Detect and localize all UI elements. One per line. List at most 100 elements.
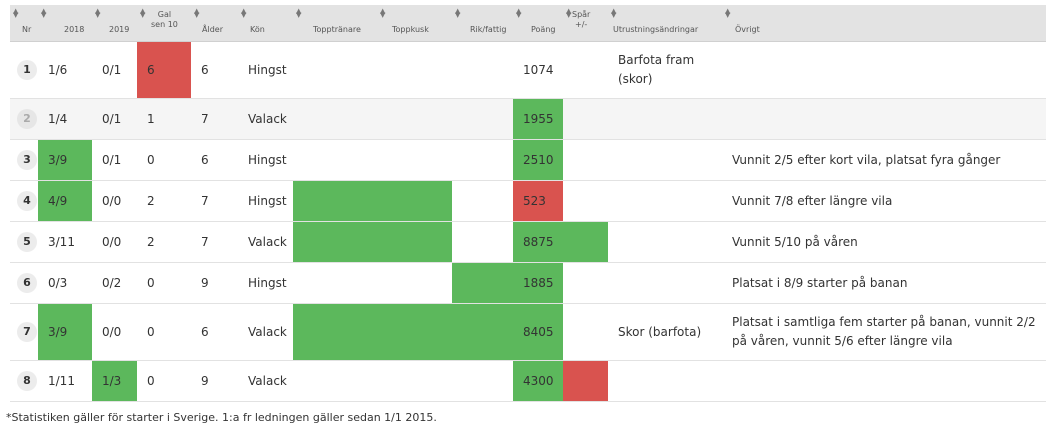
column-header-2019-label: 2019 <box>109 25 130 34</box>
column-header-spar-label: Spår <box>572 10 591 19</box>
cell-equipment-changes: Barfota fram (skor) <box>608 41 722 99</box>
sort-icon: ▲ ▼ <box>241 7 247 19</box>
cell-record-2018: 1/6 <box>38 41 92 99</box>
sort-icon: ▲ ▼ <box>380 7 386 19</box>
cell-start-number: 5 <box>10 221 38 263</box>
cell-equipment-changes <box>608 139 722 181</box>
cell-points: 1955 <box>513 98 563 140</box>
cell-record-2019: 1/3 <box>92 360 137 402</box>
cell-top-driver <box>377 41 452 99</box>
table-row: 6 0/3 0/2 0 9 Hingst 1885 Platsat i 8/9 starter… <box>10 262 1046 304</box>
cell-gallops-last-10: 0 <box>137 139 191 181</box>
sort-icon: ▲ ▼ <box>140 7 146 19</box>
cell-gender: Hingst <box>238 180 293 222</box>
cell-equipment-changes <box>608 221 722 263</box>
cell-record-2018: 1/4 <box>38 98 92 140</box>
cell-notes: Vunnit 7/8 efter längre vila <box>722 180 1046 222</box>
cell-start-number: 4 <box>10 180 38 222</box>
cell-notes <box>722 360 1046 402</box>
cell-gender: Hingst <box>238 139 293 181</box>
cell-age: 7 <box>191 221 238 263</box>
sort-icon: ▲ ▼ <box>566 7 572 19</box>
cell-start-number: 2 <box>10 98 38 140</box>
cell-gallops-last-10: 2 <box>137 180 191 222</box>
cell-top-trainer <box>293 41 377 99</box>
cell-post-position <box>563 180 608 222</box>
column-header-2018[interactable]: ▲ ▼ 2018 <box>38 5 92 42</box>
column-header-spar-sublabel: +/- <box>575 20 588 29</box>
cell-record-2018: 1/11 <box>38 360 92 402</box>
cell-notes: Platsat i samtliga fem starter på banan,… <box>722 303 1046 361</box>
cell-top-driver <box>377 303 452 361</box>
cell-gender: Hingst <box>238 41 293 99</box>
sort-icon: ▲ ▼ <box>725 7 731 19</box>
cell-points: 1885 <box>513 262 563 304</box>
cell-gender: Valack <box>238 303 293 361</box>
column-header-rikfattig[interactable]: ▲ ▼ Rik/fattig <box>452 5 513 42</box>
cell-points: 523 <box>513 180 563 222</box>
cell-age: 6 <box>191 41 238 99</box>
starters-statistics-table: ▲ ▼ Nr ▲ ▼ 2018 ▲ ▼ 2019 ▲ ▼ Gal sen 10 ▲ ▼ Ålder ▲… <box>10 5 1046 402</box>
column-header-spar[interactable]: ▲ ▼ Spår +/- <box>563 5 608 42</box>
cell-post-position <box>563 360 608 402</box>
cell-post-position <box>563 139 608 181</box>
column-header-topptranare-label: Topptränare <box>313 25 361 34</box>
cell-notes: Vunnit 2/5 efter kort vila, platsat fyra… <box>722 139 1046 181</box>
cell-equipment-changes <box>608 360 722 402</box>
column-header-poang-label: Poäng <box>531 25 556 34</box>
table-row: 1 1/6 0/1 6 6 Hingst 1074 Barfota fram (skor) <box>10 41 1046 99</box>
cell-points: 8875 <box>513 221 563 263</box>
cell-rich-poor <box>452 41 513 99</box>
table-row: 7 3/9 0/0 0 6 Valack 8405 Skor (barfota) Platsat… <box>10 303 1046 361</box>
cell-equipment-changes <box>608 262 722 304</box>
start-number-badge: 4 <box>17 191 37 211</box>
cell-top-driver <box>377 221 452 263</box>
cell-start-number: 8 <box>10 360 38 402</box>
column-header-topptranare[interactable]: ▲ ▼ Topptränare <box>293 5 377 42</box>
cell-gallops-last-10: 0 <box>137 303 191 361</box>
cell-start-number: 1 <box>10 41 38 99</box>
cell-gallops-last-10: 2 <box>137 221 191 263</box>
cell-top-trainer <box>293 262 377 304</box>
column-header-toppkusk[interactable]: ▲ ▼ Toppkusk <box>377 5 452 42</box>
start-number-badge: 3 <box>17 150 37 170</box>
column-header-utrustning[interactable]: ▲ ▼ Utrustningsändringar <box>608 5 722 42</box>
cell-record-2019: 0/0 <box>92 221 137 263</box>
column-header-ovrigt-label: Övrigt <box>735 25 760 34</box>
column-header-utrustning-label: Utrustningsändringar <box>613 25 699 34</box>
cell-start-number: 7 <box>10 303 38 361</box>
column-header-kon[interactable]: ▲ ▼ Kön <box>238 5 293 42</box>
cell-rich-poor <box>452 303 513 361</box>
cell-gender: Valack <box>238 221 293 263</box>
column-header-ovrigt[interactable]: ▲ ▼ Övrigt <box>722 5 1046 42</box>
cell-top-trainer <box>293 98 377 140</box>
column-header-rikfattig-label: Rik/fattig <box>470 25 507 34</box>
cell-age: 7 <box>191 98 238 140</box>
start-number-badge: 6 <box>17 273 37 293</box>
cell-gender: Valack <box>238 360 293 402</box>
cell-notes: Vunnit 5/10 på våren <box>722 221 1046 263</box>
cell-post-position <box>563 41 608 99</box>
start-number-badge: 1 <box>17 60 37 80</box>
cell-record-2018: 3/11 <box>38 221 92 263</box>
column-header-alder[interactable]: ▲ ▼ Ålder <box>191 5 238 42</box>
cell-record-2019: 0/0 <box>92 180 137 222</box>
column-header-2018-label: 2018 <box>64 25 85 34</box>
column-header-poang[interactable]: ▲ ▼ Poäng <box>513 5 563 42</box>
cell-rich-poor <box>452 98 513 140</box>
cell-start-number: 6 <box>10 262 38 304</box>
cell-age: 9 <box>191 262 238 304</box>
column-header-kon-label: Kön <box>250 25 265 34</box>
sort-icon: ▲ ▼ <box>455 7 461 19</box>
cell-gallops-last-10: 0 <box>137 262 191 304</box>
column-header-nr[interactable]: ▲ ▼ Nr <box>10 5 38 42</box>
column-header-2019[interactable]: ▲ ▼ 2019 <box>92 5 137 42</box>
cell-post-position <box>563 262 608 304</box>
cell-record-2018: 0/3 <box>38 262 92 304</box>
column-header-gal-label: Gal <box>157 10 172 19</box>
cell-gallops-last-10: 1 <box>137 98 191 140</box>
cell-top-trainer <box>293 360 377 402</box>
column-header-gal[interactable]: ▲ ▼ Gal sen 10 <box>137 5 191 42</box>
cell-record-2019: 0/0 <box>92 303 137 361</box>
start-number-badge: 7 <box>17 322 37 342</box>
